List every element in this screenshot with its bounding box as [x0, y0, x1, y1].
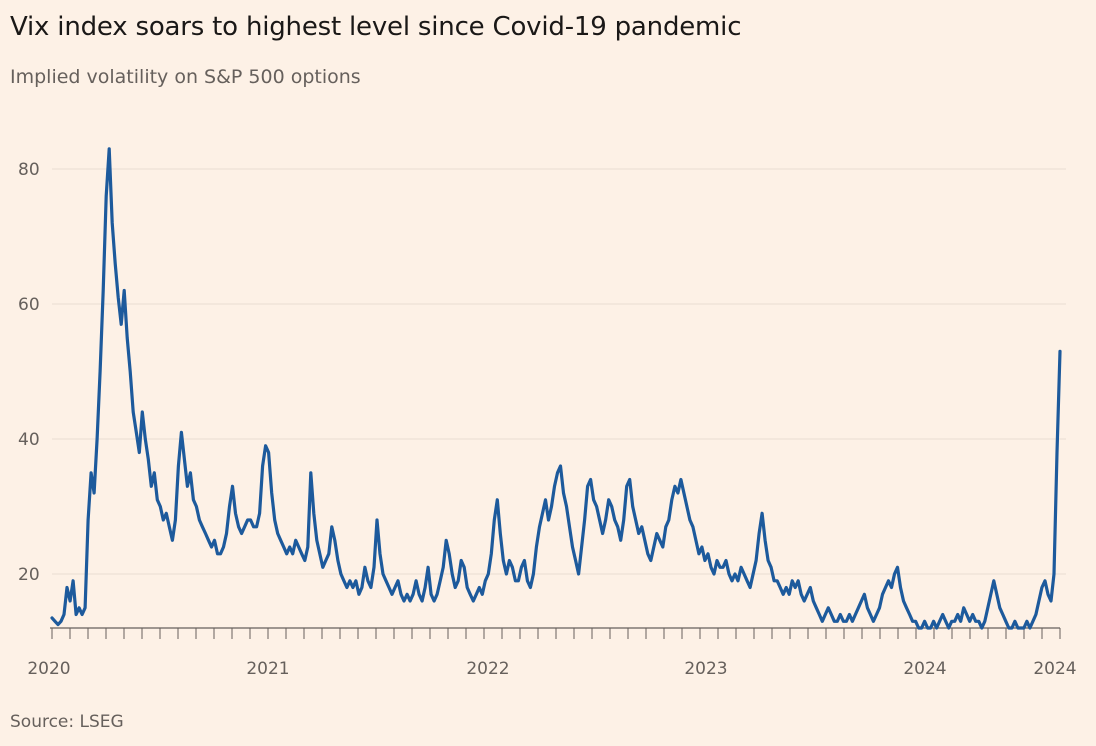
tick-labels: 20 40 60 80 2020 2021 2022 2023 2024 2024	[18, 160, 1077, 679]
chart-title: Vix index soars to highest level since C…	[10, 12, 742, 42]
gridlines	[52, 168, 1066, 575]
vix-series-line	[50, 147, 1062, 630]
x-tick-label: 2024	[1033, 659, 1076, 679]
x-axis	[50, 627, 1061, 639]
y-tick-label: 80	[18, 160, 40, 180]
y-tick-label: 40	[18, 430, 40, 450]
series-layer	[50, 147, 1062, 630]
y-tick-label: 60	[18, 295, 40, 315]
x-tick-label: 2023	[684, 659, 727, 679]
x-tick-label: 2024	[903, 659, 946, 679]
chart-subtitle: Implied volatility on S&P 500 options	[10, 66, 361, 88]
x-tick-label: 2021	[246, 659, 289, 679]
x-tick-label: 2020	[27, 659, 70, 679]
source-note: Source: LSEG	[10, 712, 124, 732]
x-tick-label: 2022	[466, 659, 509, 679]
y-tick-label: 20	[18, 565, 40, 585]
